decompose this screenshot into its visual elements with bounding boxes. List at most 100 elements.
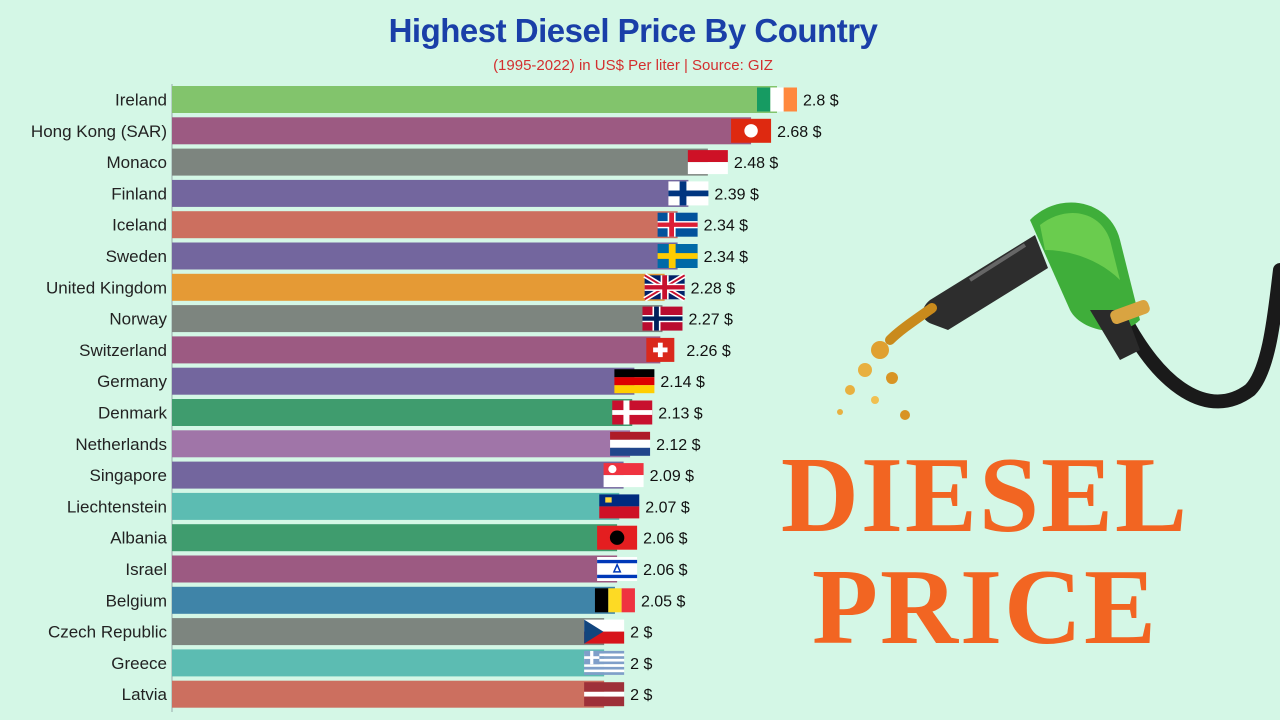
bar-row: Norway 2.27 $	[109, 305, 733, 333]
bar-row: Switzerland 2.26 $	[79, 336, 731, 364]
bar	[172, 586, 615, 614]
bar-row: Sweden 2.34 $	[106, 242, 749, 270]
bar-row: Netherlands 2.12 $	[75, 430, 701, 458]
value-label: 2.06 $	[643, 531, 688, 548]
bar-row: Finland 2.39 $	[111, 179, 759, 207]
finland-flag-icon	[668, 181, 709, 206]
chart-title: Highest Diesel Price By Country	[388, 12, 878, 49]
category-label: Ireland	[115, 91, 167, 110]
value-label: 2.09 $	[650, 468, 695, 485]
category-label: Norway	[109, 310, 167, 329]
category-label: Czech Republic	[48, 623, 168, 642]
bar	[172, 273, 665, 301]
category-label: Iceland	[112, 216, 167, 235]
value-label: 2.27 $	[688, 312, 733, 329]
bar	[172, 524, 618, 552]
bar	[172, 86, 777, 113]
diesel-price-banner: DIESEL PRICE	[765, 440, 1205, 664]
bar	[172, 461, 624, 489]
category-label: Sweden	[106, 247, 167, 266]
germany-flag-icon	[614, 369, 655, 394]
category-label: Hong Kong (SAR)	[31, 122, 167, 141]
bar	[172, 367, 635, 395]
value-label: 2.12 $	[656, 437, 701, 454]
sweden-flag-icon	[657, 244, 698, 268]
value-label: 2.26 $	[686, 343, 731, 360]
czech-republic-flag-icon	[584, 619, 625, 644]
bar-row: Hong Kong (SAR) 2.68 $	[31, 117, 822, 145]
category-label: Greece	[111, 654, 167, 673]
bar	[172, 148, 708, 176]
bar-row: Liechtenstein 2.07 $	[67, 492, 690, 520]
value-label: 2.48 $	[734, 155, 779, 172]
latvia-flag-icon	[584, 682, 625, 707]
value-label: 2.68 $	[777, 124, 822, 141]
fuel-nozzle-icon	[837, 202, 1280, 420]
value-label: 2.14 $	[660, 374, 705, 391]
value-label: 2.05 $	[641, 593, 686, 610]
category-label: Singapore	[89, 466, 167, 485]
united-kingdom-flag-icon	[643, 273, 686, 302]
value-label: 2 $	[630, 625, 652, 642]
bar-row: Singapore 2.09 $	[89, 461, 695, 489]
bar-row: Belgium 2.05 $	[106, 586, 686, 614]
bar	[172, 179, 689, 207]
netherlands-flag-icon	[610, 431, 651, 456]
category-label: Germany	[97, 372, 167, 391]
hong-kong-flag-icon	[731, 118, 772, 143]
albania-flag-icon	[597, 525, 638, 550]
bar-row: Czech Republic 2 $	[48, 618, 652, 646]
belgium-flag-icon	[594, 588, 635, 613]
bar	[172, 242, 678, 270]
bar	[172, 336, 661, 364]
bar-row: United Kingdom 2.28 $	[46, 273, 736, 302]
category-label: United Kingdom	[46, 278, 167, 297]
category-label: Israel	[125, 560, 167, 579]
category-label: Liechtenstein	[67, 497, 167, 516]
bar-row: Greece 2 $	[111, 649, 652, 677]
denmark-flag-icon	[612, 400, 653, 425]
norway-flag-icon	[642, 306, 683, 331]
category-label: Netherlands	[75, 435, 167, 454]
banner-line-2: PRICE	[811, 548, 1159, 667]
bar	[172, 211, 678, 239]
category-label: Belgium	[106, 591, 167, 610]
bar	[172, 649, 605, 677]
bar	[172, 492, 620, 520]
category-label: Switzerland	[79, 341, 167, 360]
bar	[172, 117, 752, 145]
bar	[172, 305, 663, 333]
switzerland-flag-icon	[646, 337, 675, 362]
category-label: Latvia	[122, 685, 168, 704]
iceland-flag-icon	[657, 212, 698, 237]
bar-row: Ireland 2.8 $	[115, 86, 839, 113]
chart-subtitle: (1995-2022) in US$ Per liter | Source: G…	[493, 57, 773, 74]
value-label: 2.06 $	[643, 562, 688, 579]
value-label: 2.07 $	[645, 499, 690, 516]
monaco-flag-icon	[687, 150, 728, 175]
liechtenstein-flag-icon	[599, 494, 640, 519]
category-label: Monaco	[107, 153, 167, 172]
bar	[172, 555, 618, 583]
greece-flag-icon	[584, 650, 625, 675]
value-label: 2 $	[630, 687, 652, 704]
bar-row: Monaco 2.48 $	[107, 148, 779, 176]
israel-flag-icon	[597, 557, 638, 581]
value-label: 2.13 $	[658, 406, 703, 423]
bar-row: Denmark 2.13 $	[98, 399, 703, 426]
value-label: 2 $	[630, 656, 652, 673]
value-label: 2.34 $	[704, 218, 749, 235]
bar-row: Israel 2.06 $	[125, 555, 688, 583]
category-label: Albania	[110, 529, 167, 548]
bar-row: Latvia 2 $	[122, 680, 652, 708]
bar	[172, 399, 633, 426]
value-label: 2.34 $	[704, 249, 749, 266]
value-label: 2.39 $	[714, 186, 759, 203]
category-label: Denmark	[98, 404, 167, 423]
bar	[172, 680, 605, 708]
value-label: 2.28 $	[691, 280, 736, 297]
bar-row: Germany 2.14 $	[97, 367, 705, 395]
category-label: Finland	[111, 184, 167, 203]
bar	[172, 430, 631, 458]
